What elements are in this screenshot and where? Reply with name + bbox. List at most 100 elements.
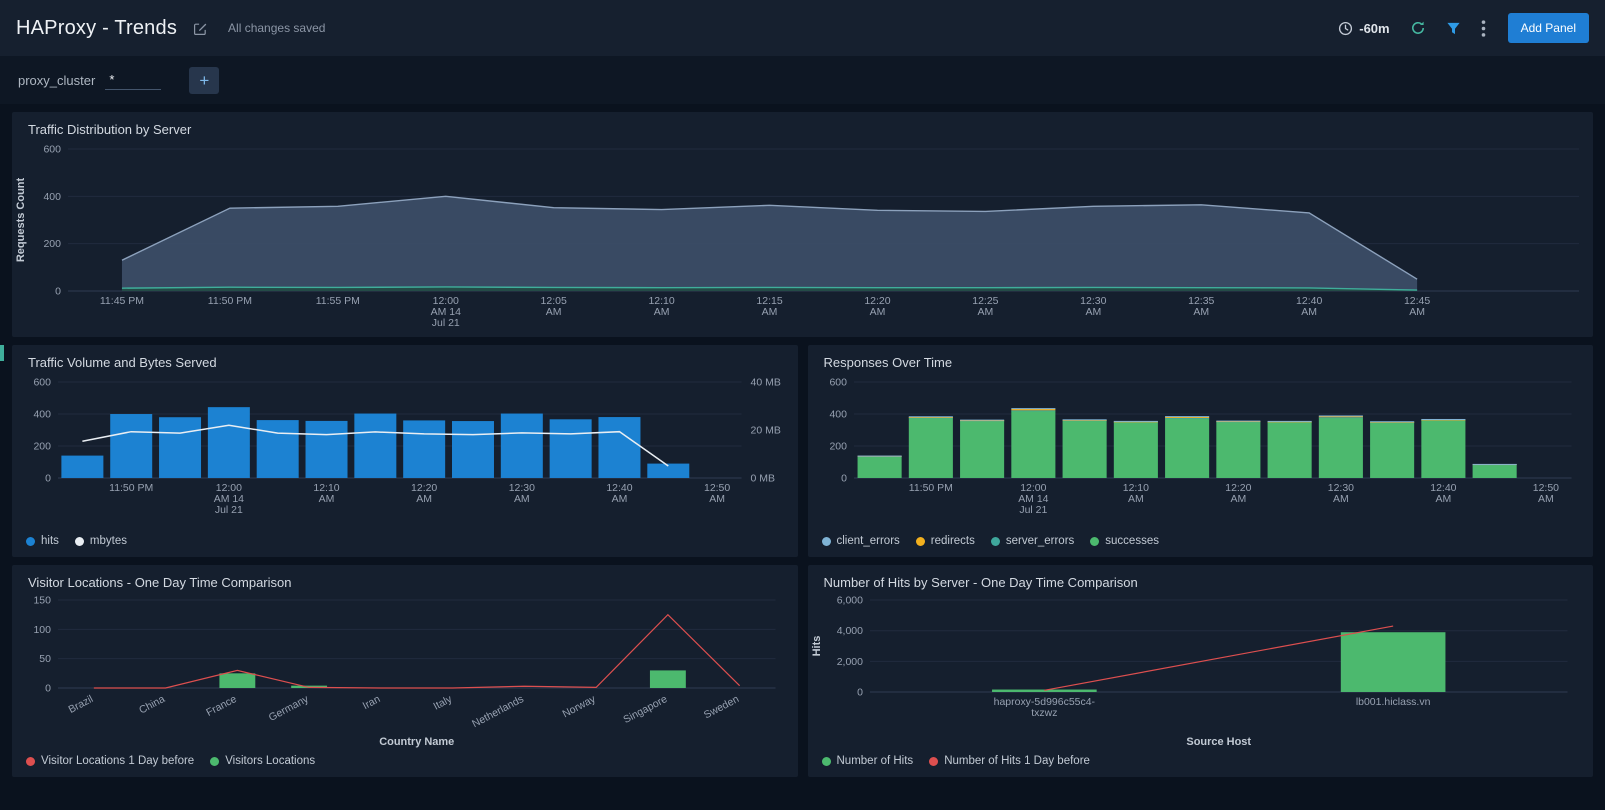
svg-text:11:45 PM: 11:45 PM [100,295,144,307]
responses-chart[interactable]: 0 200 400 600 11:50 PM 12:00 AM 14 Jul 21 12:10 A… [808,372,1594,530]
traffic-volume-chart[interactable]: 0 200 400 600 0 MB 20 MB 40 MB 11:50 PM 12:00 AM … [12,372,798,530]
svg-text:Sweden: Sweden [702,694,741,722]
legend-dot [821,756,831,766]
svg-text:0: 0 [45,683,51,694]
add-panel-button[interactable]: Add Panel [1507,13,1589,43]
svg-text:400: 400 [43,191,61,203]
legend-item[interactable]: successes [1090,535,1159,547]
responses-legend: client_errors redirects server_errors succe… [808,530,1594,557]
panel-title-hits-by-server: Number of Hits by Server - One Day Time … [823,575,1138,590]
svg-text:11:50 PM: 11:50 PM [908,483,952,494]
legend-item[interactable]: redirects [915,535,975,547]
left-edge-accent [0,345,4,361]
add-filter-button[interactable]: + [189,66,220,94]
dashboard-app: HAProxy - Trends All changes saved -60m [0,0,1605,777]
svg-text:haproxy-5d996c55c4-txzwz: haproxy-5d996c55c4-txzwz [993,697,1095,719]
filter-button[interactable] [1442,17,1465,40]
save-status: All changes saved [228,21,326,35]
bottom-row: Visitor Locations - One Day Time Compari… [12,565,1593,777]
svg-text:0: 0 [45,473,51,484]
dashboard-content: Traffic Distribution by Server 0 200 400 60… [0,104,1605,777]
svg-text:Brazil: Brazil [67,694,95,716]
panel-title-traffic-volume: Traffic Volume and Bytes Served [28,355,217,370]
legend-item[interactable]: server_errors [990,535,1075,547]
svg-text:11:50 PM: 11:50 PM [109,483,153,494]
legend-item[interactable]: mbytes [74,535,127,547]
time-range-control[interactable]: -60m [1334,17,1393,40]
legend-item[interactable]: Visitor Locations 1 Day before [26,755,194,767]
hits-by-server-legend: Number of Hits Number of Hits 1 Day befor… [808,750,1594,777]
legend-item[interactable]: hits [26,535,59,547]
panel-title-traffic-distribution: Traffic Distribution by Server [28,122,192,137]
svg-text:200: 200 [33,442,51,453]
legend-item[interactable]: Number of Hits 1 Day before [929,755,1090,767]
hits-by-server-chart[interactable]: 0 2,000 4,000 6,000 haproxy-5d996c55c4-txzwz… [808,592,1594,750]
svg-text:600: 600 [33,378,51,389]
panel-traffic-distribution: Traffic Distribution by Server 0 200 400 60… [12,112,1593,337]
legend-dot [929,756,939,766]
legend-label: Number of Hits 1 Day before [944,755,1090,767]
svg-text:0: 0 [841,473,847,484]
panel-title-visitor-locations: Visitor Locations - One Day Time Compari… [28,575,292,590]
svg-text:600: 600 [43,144,61,156]
legend-label: redirects [930,535,975,547]
legend-label: successes [1105,535,1159,547]
svg-text:11:55 PM: 11:55 PM [316,295,360,307]
refresh-button[interactable] [1406,16,1430,40]
svg-text:400: 400 [33,410,51,421]
svg-text:Country Name: Country Name [379,736,454,748]
legend-item[interactable]: Number of Hits [821,755,913,767]
traffic-distribution-chart[interactable]: 0 200 400 600 11:45 PM 11:50 PM 11:55 PM 12:00 A… [12,139,1593,337]
legend-dot [990,536,1000,546]
legend-dot [26,536,35,546]
dashboard-title: HAProxy - Trends [16,16,178,39]
legend-dot [915,536,925,546]
svg-text:Source Host: Source Host [1186,736,1251,748]
svg-text:100: 100 [33,625,51,636]
kebab-menu-button[interactable] [1477,16,1490,41]
svg-text:200: 200 [43,238,61,250]
visitor-locations-chart[interactable]: 0 50 100 150 Brazil China France Germany Iran Ita… [12,592,798,750]
legend-label: Visitor Locations 1 Day before [41,755,195,767]
edit-icon [194,23,207,35]
legend-label: server_errors [1005,535,1075,547]
legend-dot [210,756,220,766]
filter-value-input[interactable] [105,70,162,90]
middle-row: Traffic Volume and Bytes Served 0 200 400 6… [12,345,1593,557]
svg-text:Italy: Italy [432,694,455,713]
legend-dot [74,536,84,546]
svg-text:4,000: 4,000 [836,626,862,637]
svg-text:China: China [138,694,168,717]
time-range-value: -60m [1359,20,1390,36]
legend-item[interactable]: Visitors Locations [210,755,315,767]
svg-text:600: 600 [829,378,847,389]
refresh-icon [1411,21,1424,34]
kebab-menu-icon [1481,19,1485,37]
panel-traffic-volume: Traffic Volume and Bytes Served 0 200 400 6… [12,345,798,557]
panel-responses: Responses Over Time 0 200 400 600 11:50 PM 12… [807,345,1594,557]
edit-dashboard-button[interactable] [189,17,212,40]
clock-icon [1339,21,1353,35]
legend-dot [821,536,831,546]
legend-item[interactable]: client_errors [821,535,900,547]
svg-text:France: France [205,694,239,719]
